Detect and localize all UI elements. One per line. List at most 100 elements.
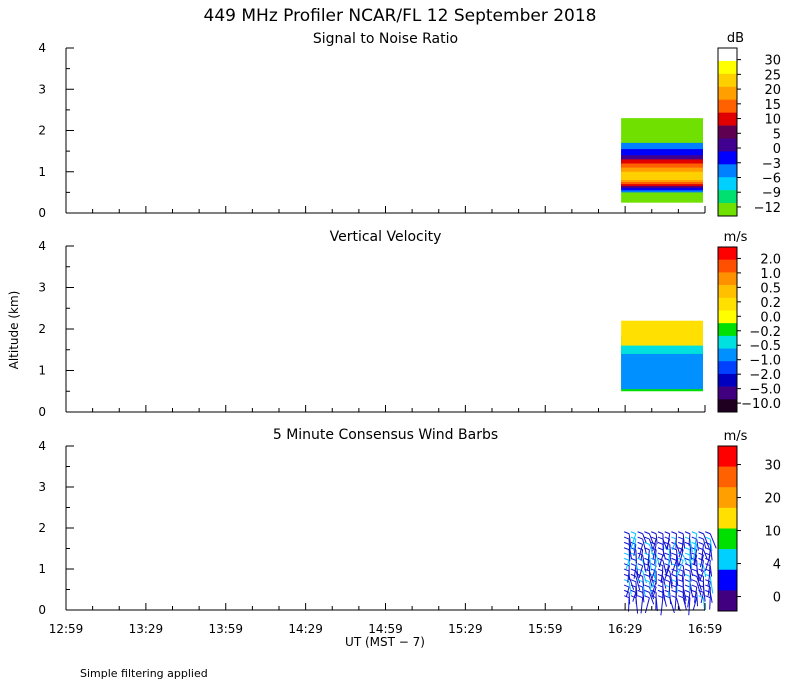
- panel-title: Vertical Velocity: [330, 229, 442, 245]
- wind-barb-flag: [671, 568, 677, 572]
- wind-barb-flag: [630, 563, 637, 567]
- wind-barb: [638, 565, 644, 579]
- wind-barb-flag: [650, 573, 657, 577]
- wind-barb: [651, 581, 657, 595]
- wind-barb-flag: [657, 547, 664, 551]
- wind-barb: [703, 533, 710, 549]
- wind-barb-flag: [657, 557, 664, 561]
- wind-barb: [702, 538, 707, 549]
- x-tick-label: 14:29: [288, 622, 323, 636]
- wind-barb-flag: [705, 579, 711, 583]
- y-tick-label: 0: [38, 603, 46, 617]
- colorbar-swatch: [718, 348, 737, 362]
- wind-barb-flag: [637, 584, 643, 588]
- wind-barb: [708, 560, 711, 577]
- data-layer: [621, 353, 703, 390]
- wind-barb-flag: [678, 584, 684, 588]
- wind-barb: [633, 538, 637, 551]
- wind-barb: [640, 549, 644, 561]
- wind-barb: [647, 560, 650, 571]
- wind-barb-flag: [644, 584, 650, 588]
- colorbar-swatch: [718, 528, 737, 550]
- wind-barb-flag: [698, 541, 704, 545]
- wind-barb-flag: [698, 536, 704, 540]
- colorbar-label: −9: [762, 186, 781, 201]
- wind-barb-flag: [644, 541, 650, 545]
- wind-barb: [628, 533, 632, 548]
- wind-barb-flag: [630, 531, 637, 535]
- wind-barb-flag: [644, 531, 650, 535]
- wind-barb-flag: [664, 595, 670, 599]
- data-layer: [621, 320, 703, 346]
- y-tick-label: 2: [38, 124, 46, 138]
- wind-barb-flag: [684, 557, 691, 561]
- wind-barb: [675, 544, 681, 555]
- wind-barb-flag: [637, 579, 643, 583]
- panel-3: 5 Minute Consensus Wind Barbs 0 1 2 3 4 12:59 1…: [38, 427, 781, 636]
- y-tick-label: 1: [38, 364, 46, 378]
- wind-barb-flag: [684, 563, 691, 567]
- wind-barb-flag: [623, 547, 630, 551]
- colorbar-swatch: [718, 399, 737, 413]
- colorbar-swatch: [718, 86, 737, 100]
- wind-barb-flag: [630, 595, 637, 599]
- wind-barb-flag: [623, 531, 630, 535]
- wind-barb: [648, 570, 655, 585]
- wind-barb: [682, 597, 687, 611]
- colorbar-swatch: [718, 177, 737, 191]
- wind-barb-flag: [664, 531, 670, 535]
- colorbar-label: 5: [773, 127, 781, 142]
- colorbar-label: 2.0: [760, 252, 781, 267]
- wind-barb-flag: [630, 579, 637, 583]
- colorbar-swatch: [718, 73, 737, 88]
- wind-barb: [653, 560, 657, 579]
- colorbar-label: −0.5: [749, 339, 781, 354]
- y-tick-label: 3: [38, 281, 46, 295]
- wind-barb-flag: [664, 573, 670, 577]
- x-tick-label: 15:29: [448, 622, 483, 636]
- wind-barb-flag: [698, 573, 704, 577]
- wind-barb: [675, 555, 678, 572]
- wind-barb: [692, 544, 698, 562]
- wind-barb: [675, 549, 679, 567]
- wind-barb-flag: [644, 568, 650, 572]
- wind-barb: [696, 560, 698, 575]
- wind-barb-flag: [705, 541, 711, 545]
- wind-barb-flag: [698, 589, 704, 593]
- wind-barb: [628, 539, 631, 557]
- colorbar-swatch: [718, 446, 737, 467]
- colorbar-swatch: [718, 60, 737, 75]
- wind-barb-flag: [623, 589, 630, 593]
- wind-barb-flag: [630, 589, 637, 593]
- wind-barb-flag: [691, 563, 697, 567]
- wind-barb-flag: [691, 579, 697, 583]
- colorbar-swatch: [718, 285, 737, 299]
- wind-barb: [671, 560, 677, 575]
- wind-barb: [642, 576, 645, 587]
- wind-barb: [633, 544, 637, 556]
- wind-barb-flag: [623, 595, 630, 599]
- wind-barb-flag: [684, 589, 691, 593]
- wind-barb-flag: [678, 595, 684, 599]
- wind-barb: [648, 538, 654, 549]
- y-tick-label: 0: [38, 206, 46, 220]
- wind-barb: [628, 581, 632, 595]
- y-tick-label: 4: [38, 239, 46, 253]
- wind-barb-flag: [671, 589, 677, 593]
- wind-barb-flag: [650, 589, 657, 593]
- wind-barb-flag: [698, 531, 704, 535]
- wind-barb: [640, 597, 644, 614]
- colorbar-label: 30: [764, 54, 781, 69]
- colorbar-swatch: [718, 297, 737, 311]
- wind-barb: [693, 549, 698, 565]
- wind-barb-flag: [657, 589, 664, 593]
- x-tick-label: 14:59: [368, 622, 403, 636]
- wind-barb: [701, 560, 704, 572]
- wind-barb: [702, 565, 707, 578]
- wind-barb-flag: [671, 579, 677, 583]
- wind-barb: [689, 538, 693, 553]
- wind-barb: [692, 597, 698, 611]
- wind-barb-flag: [630, 536, 637, 540]
- colorbar-swatch: [718, 138, 737, 152]
